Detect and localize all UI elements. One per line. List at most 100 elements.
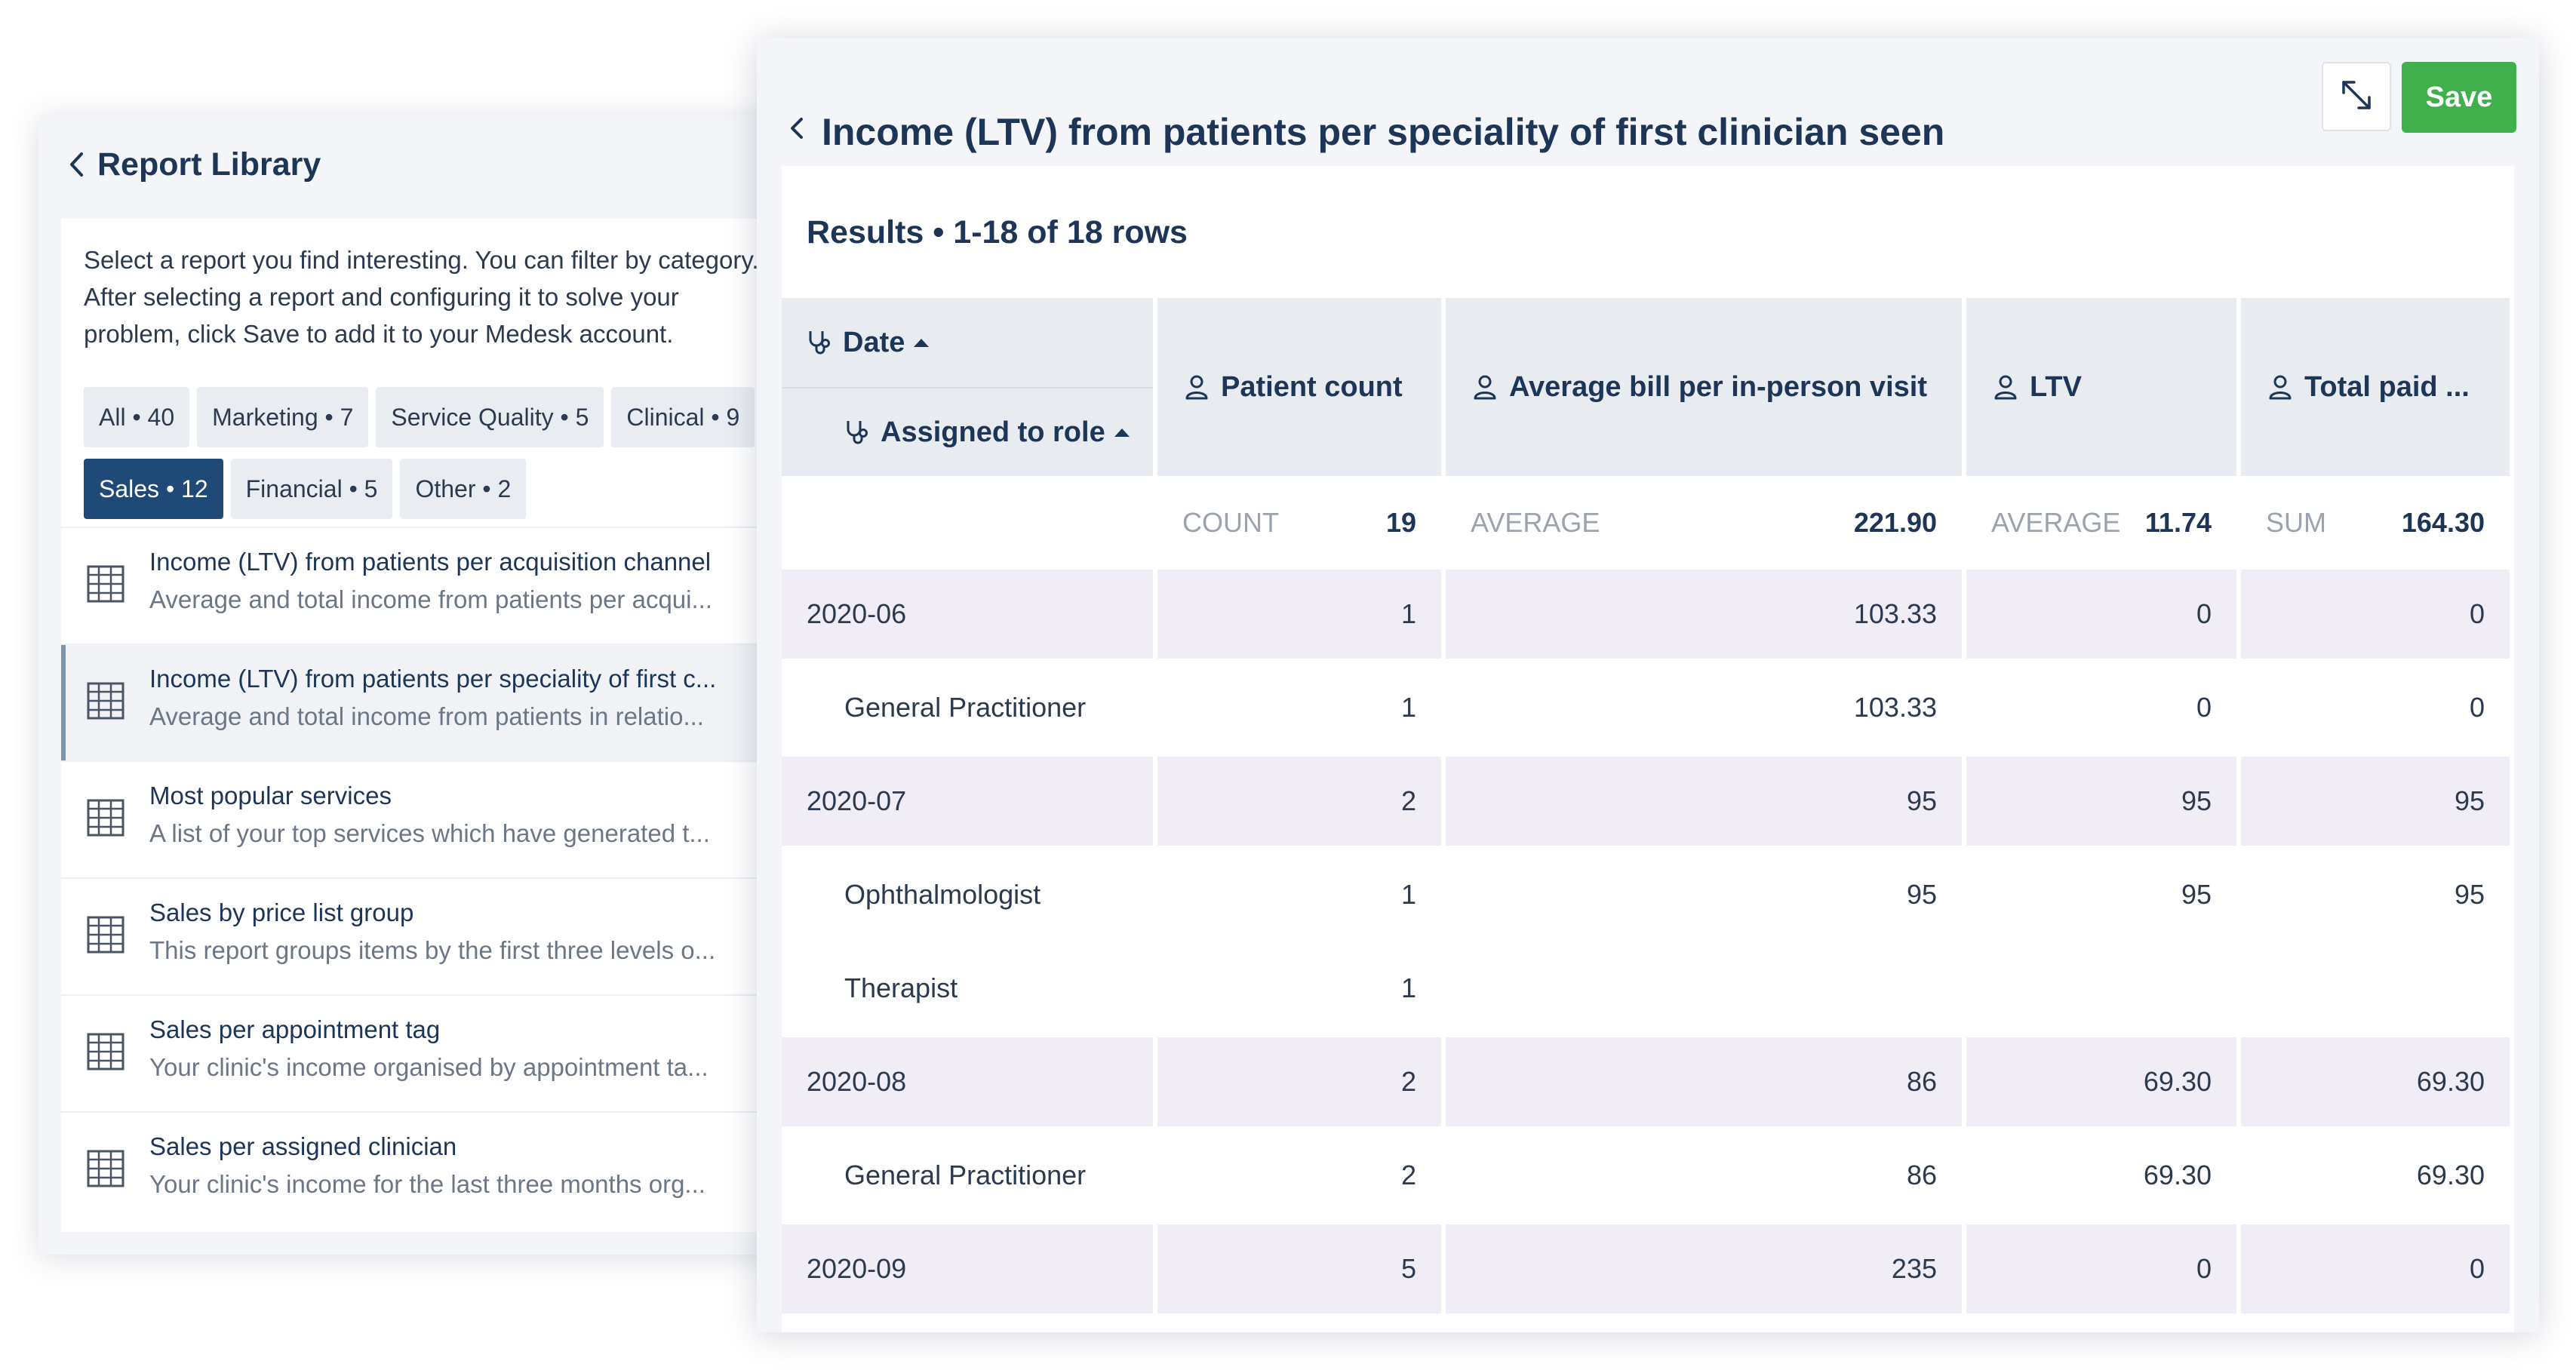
report-list-item[interactable]: Most popular services A list of your top … (61, 760, 793, 877)
report-list-item[interactable]: Sales per assigned clinician Your clinic'… (61, 1111, 793, 1228)
expand-icon (2339, 78, 2374, 116)
value-cell: 2 (1157, 757, 1441, 846)
person-icon (1473, 374, 1497, 400)
report-item-title: Income (LTV) from patients per specialit… (149, 665, 717, 693)
value-cell: 69.30 (2241, 1131, 2510, 1220)
report-item-title: Most popular services (149, 782, 392, 809)
column-label: Assigned to role (881, 416, 1105, 448)
report-list-item[interactable]: Income (LTV) from patients per specialit… (61, 644, 793, 760)
report-item-title: Sales per appointment tag (149, 1015, 441, 1043)
table-row: General Practitioner 2 86 69.30 69.30 (782, 1131, 2514, 1224)
aggregate-value: 11.74 (2144, 507, 2212, 538)
report-item-subtitle: Your clinic's income for the last three … (149, 1170, 705, 1198)
summary-cell: SUM 164.30 (2241, 476, 2510, 570)
row-label-cell: Therapist (782, 944, 1153, 1033)
value-cell: 95 (2241, 850, 2510, 939)
report-detail-panel: Income (LTV) from patients per specialit… (757, 38, 2539, 1332)
group-row: 2020-07 2 95 95 95 (782, 757, 2514, 850)
table-row: Therapist 1 (782, 944, 2514, 1037)
value-cell: 0 (1966, 1224, 2236, 1313)
aggregate-label: SUM (2266, 507, 2326, 538)
value-cell: 0 (1966, 663, 2236, 752)
summary-cell: AVERAGE 11.74 (1966, 476, 2236, 570)
results-card: Results • 1-18 of 18 rows Date (782, 166, 2514, 1332)
row-label-cell: Ophthalmologist (782, 850, 1153, 939)
value-cell: 95 (1966, 850, 2236, 939)
table-icon (86, 564, 125, 604)
column-header-ltv[interactable]: LTV (1966, 298, 2236, 476)
group-row: 2020-06 1 103.33 0 0 (782, 570, 2514, 663)
save-button[interactable]: Save (2402, 62, 2516, 133)
results-table: Date Assigned to role Patient count (782, 298, 2514, 1318)
category-chip[interactable]: Other • 2 (400, 459, 527, 519)
column-label: Date (843, 326, 905, 358)
group-row: 2020-09 5 235 0 0 (782, 1224, 2514, 1318)
column-header-average-bill[interactable]: Average bill per in-person visit (1446, 298, 1962, 476)
category-chip[interactable]: Financial • 5 (230, 459, 393, 519)
column-label: Average bill per in-person visit (1509, 370, 1927, 403)
table-icon (86, 1032, 125, 1071)
category-chip[interactable]: Sales • 12 (84, 459, 223, 519)
value-cell: 103.33 (1446, 570, 1962, 659)
sort-ascending-icon (1114, 428, 1130, 437)
report-item-subtitle: This report groups items by the first th… (149, 936, 716, 964)
table-icon (86, 1149, 125, 1188)
report-library-title: Report Library (97, 146, 321, 183)
summary-row: COUNT 19 AVERAGE 221.90 AVERAGE 11.74 SU… (782, 476, 2514, 570)
table-icon (86, 915, 125, 954)
column-label: Total paid ... (2304, 370, 2470, 403)
table-body: 2020-06 1 103.33 0 0 General Practitioner 1 103… (782, 570, 2514, 1318)
column-header-assigned-role[interactable]: Assigned to role (782, 387, 1153, 476)
report-item-title: Sales by price list group (149, 898, 414, 926)
chevron-left-icon[interactable] (787, 110, 808, 143)
value-cell: 95 (1446, 850, 1962, 939)
category-chip[interactable]: Clinical • 9 (611, 387, 755, 447)
table-icon (86, 798, 125, 837)
expand-button[interactable] (2322, 62, 2391, 131)
report-item-subtitle: Your clinic's income organised by appoin… (149, 1053, 709, 1081)
value-cell: 235 (1446, 1224, 1962, 1313)
value-cell: 5 (1157, 1224, 1441, 1313)
chevron-left-icon[interactable] (66, 152, 87, 177)
value-cell (2241, 944, 2510, 1033)
person-icon (1185, 374, 1209, 400)
results-count: Results • 1-18 of 18 rows (807, 214, 1188, 250)
report-list: Income (LTV) from patients per acquisiti… (61, 527, 793, 1228)
row-label-cell: 2020-08 (782, 1037, 1153, 1126)
value-cell: 1 (1157, 570, 1441, 659)
row-label-cell: 2020-06 (782, 570, 1153, 659)
summary-cell: AVERAGE 221.90 (1446, 476, 1962, 570)
value-cell: 86 (1446, 1037, 1962, 1126)
value-cell: 0 (1966, 570, 2236, 659)
report-list-item[interactable]: Sales by price list group This report gro… (61, 877, 793, 994)
value-cell: 103.33 (1446, 663, 1962, 752)
report-list-item[interactable]: Income (LTV) from patients per acquisiti… (61, 527, 793, 644)
report-library-description: Select a report you find interesting. Yo… (84, 246, 759, 348)
value-cell: 69.30 (1966, 1131, 2236, 1220)
row-label-cell: General Practitioner (782, 1131, 1153, 1220)
category-chip[interactable]: All • 40 (84, 387, 190, 447)
value-cell: 69.30 (2241, 1037, 2510, 1126)
report-library-header: Report Library (38, 115, 793, 213)
group-row: 2020-08 2 86 69.30 69.30 (782, 1037, 2514, 1131)
row-label-cell: 2020-09 (782, 1224, 1153, 1313)
report-item-subtitle: A list of your top services which have g… (149, 819, 710, 847)
column-header-group: Date Assigned to role (782, 298, 1153, 476)
value-cell: 86 (1446, 1131, 1962, 1220)
stethoscope-icon (807, 329, 832, 356)
table-row: General Practitioner 1 103.33 0 0 (782, 663, 2514, 757)
value-cell: 1 (1157, 850, 1441, 939)
column-header-date[interactable]: Date (782, 298, 1153, 387)
aggregate-value: 19 (1385, 507, 1416, 538)
value-cell: 0 (2241, 570, 2510, 659)
table-icon (86, 681, 125, 720)
category-chip[interactable]: Service Quality • 5 (376, 387, 604, 447)
column-header-patient-count[interactable]: Patient count (1157, 298, 1441, 476)
row-label-cell: 2020-07 (782, 757, 1153, 846)
report-list-item[interactable]: Sales per appointment tag Your clinic's i… (61, 994, 793, 1111)
table-row: Ophthalmologist 1 95 95 95 (782, 850, 2514, 944)
stethoscope-icon (844, 419, 870, 446)
report-library-body: Select a report you find interesting. Yo… (61, 219, 793, 1232)
column-header-total-paid[interactable]: Total paid ... (2241, 298, 2510, 476)
category-chip[interactable]: Marketing • 7 (197, 387, 369, 447)
